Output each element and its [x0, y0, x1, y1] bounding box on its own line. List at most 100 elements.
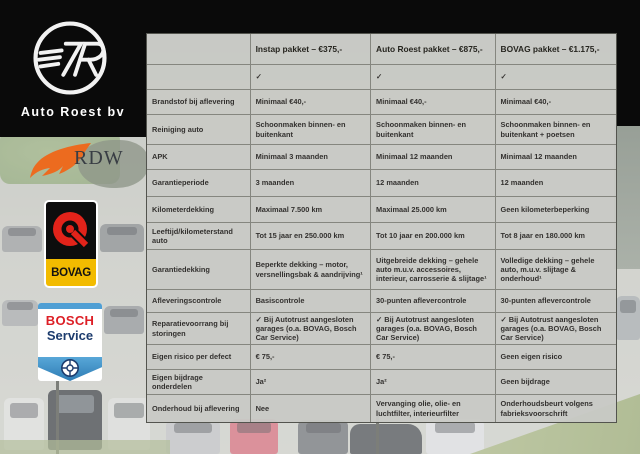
row-label: Leeftijd/kilometerstand auto — [147, 223, 251, 250]
table-cell: Geen kilometerbeperking — [495, 197, 616, 223]
parked-car-red — [230, 419, 278, 454]
row-label: Afleveringscontrole — [147, 290, 251, 313]
table-cell: Schoonmaken binnen- en buitenkant — [371, 115, 496, 145]
table-cell: 30-punten aflevercontrole — [495, 290, 616, 313]
row-label: Reparatievoorrang bij storingen — [147, 313, 251, 345]
table-cell: ✓ — [371, 65, 496, 90]
parked-car-gray — [298, 420, 348, 454]
row-label: Brandstof bij aflevering — [147, 90, 251, 115]
table-row: Garantieperiode 3 maanden 12 maanden 12 maa… — [147, 170, 616, 197]
table-cell: Minimaal €40,- — [495, 90, 616, 115]
table-row: APK Minimaal 3 maanden Minimaal 12 maanden… — [147, 145, 616, 170]
lamp-post — [56, 376, 59, 454]
table-cell: € 75,- — [250, 345, 372, 370]
table-cell: Tot 8 jaar en 180.000 km — [495, 223, 616, 250]
table-row: Afleveringscontrole Basiscontrole 30-punte… — [147, 290, 616, 313]
grass-bottom-left — [0, 440, 170, 454]
parked-car-dark — [350, 424, 422, 454]
table-cell: Beperkte dekking – motor, versnellingsba… — [250, 250, 372, 290]
table-cell: 12 maanden — [495, 170, 616, 197]
table-cell: 30-punten aflevercontrole — [371, 290, 496, 313]
table-cell: Geen bijdrage — [495, 370, 616, 395]
table-cell: Maximaal 7.500 km — [250, 197, 372, 223]
row-label — [147, 65, 251, 90]
row-label: APK — [147, 145, 251, 170]
table-row: Leeftijd/kilometerstand auto Tot 15 jaar … — [147, 223, 616, 250]
table-row: Reiniging auto Schoonmaken binnen- en bui… — [147, 115, 616, 145]
table-cell: 12 maanden — [371, 170, 496, 197]
rdw-wing-icon — [30, 143, 91, 178]
table-cell: ✓ — [495, 65, 616, 90]
right-black-bar — [616, 0, 640, 126]
table-cell: Uitgebreide dekking – gehele auto m.u.v.… — [371, 250, 496, 290]
table-cell: Tot 10 jaar en 200.000 km — [371, 223, 496, 250]
table-cell: Tot 15 jaar en 250.000 km — [250, 223, 372, 250]
lamp-post — [376, 410, 379, 454]
parked-van-white — [426, 419, 484, 454]
table-header-row: Instap pakket – €375,- Auto Roest pakket … — [147, 34, 616, 65]
bosch-armature-icon — [61, 359, 79, 377]
table-cell: Minimaal 12 maanden — [371, 145, 496, 170]
row-label: Kilometerdekking — [147, 197, 251, 223]
corner-cell — [147, 34, 251, 65]
table-row: Garantiedekking Beperkte dekking – motor,… — [147, 250, 616, 290]
bosch-top-bar — [38, 303, 102, 309]
table-cell: 3 maanden — [250, 170, 372, 197]
table-row: Eigen bijdrage onderdelen Ja² Ja² Geen bijd… — [147, 370, 616, 395]
parked-car-right — [616, 296, 640, 340]
rdw-label: RDW — [74, 147, 124, 169]
table-cell: Ja² — [371, 370, 496, 395]
column-header: Auto Roest pakket – €875,- — [371, 34, 496, 65]
auto-roest-logo-icon — [33, 21, 107, 95]
dealer-name: Auto Roest bv — [20, 105, 126, 119]
table-row: Onderhoud bij aflevering Nee Vervanging ol… — [147, 395, 616, 422]
table-cell: Volledige dekking – gehele auto, m.u.v. … — [495, 250, 616, 290]
parked-car — [104, 306, 144, 334]
table-cell: Nee — [251, 395, 372, 422]
table-row: Eigen risico per defect € 75,- € 75,- Geen … — [147, 345, 616, 370]
table-cell: ✓ Bij Autotrust aangesloten garages (o.a… — [250, 313, 372, 345]
parked-car — [100, 224, 144, 252]
table-cell: € 75,- — [371, 345, 496, 370]
table-row: Reparatievoorrang bij storingen ✓ Bij Aut… — [147, 313, 616, 345]
bosch-service-label: Service — [46, 328, 94, 343]
row-label: Onderhoud bij aflevering — [147, 395, 251, 422]
table-cell: Ja² — [250, 370, 372, 395]
table-cell: Minimaal €40,- — [371, 90, 496, 115]
top-black-bar — [146, 0, 640, 33]
table-cell: Maximaal 25.000 km — [371, 197, 496, 223]
table-cell: Minimaal 12 maanden — [495, 145, 616, 170]
table-cell: ✓ — [250, 65, 372, 90]
row-label: Garantieperiode — [147, 170, 251, 197]
table-cell: Schoonmaken binnen- en buitenkant + poet… — [495, 115, 616, 145]
table-row: Kilometerdekking Maximaal 7.500 km Maximaa… — [147, 197, 616, 223]
bovag-logo: BOVAG — [44, 200, 98, 288]
package-table: Instap pakket – €375,- Auto Roest pakket … — [146, 33, 617, 423]
row-label: Eigen risico per defect — [147, 345, 251, 370]
parked-car-silver — [166, 420, 220, 454]
table-cell: Minimaal 3 maanden — [250, 145, 372, 170]
rdw-logo: RDW — [22, 139, 144, 183]
bosch-label: BOSCH — [45, 313, 95, 328]
table-cell: Basiscontrole — [250, 290, 372, 313]
table-cell: ✓ Bij Autotrust aangesloten garages (o.a… — [371, 313, 496, 345]
bovag-emblem — [46, 202, 96, 259]
bovag-label: BOVAG — [46, 259, 96, 286]
parked-car — [2, 300, 38, 326]
row-label: Garantiedekking — [147, 250, 251, 290]
parked-car — [2, 226, 42, 252]
column-header: BOVAG pakket – €1.175,- — [495, 34, 616, 65]
row-label: Eigen bijdrage onderdelen — [147, 370, 251, 395]
table-cell: Onderhoudsbeurt volgens fabrieksvoorschr… — [500, 399, 593, 418]
table-cell: Schoonmaken binnen- en buitenkant — [250, 115, 372, 145]
table-cell: Minimaal €40,- — [250, 90, 372, 115]
tree-cluster — [78, 140, 148, 188]
row-label: Reiniging auto — [147, 115, 251, 145]
bosch-service-logo: BOSCH Service — [38, 303, 102, 381]
column-header: Instap pakket – €375,- — [250, 34, 372, 65]
table-cell: ✓ Bij Autotrust aangesloten garages (o.a… — [495, 313, 616, 345]
table-cell: Geen eigen risico — [495, 345, 616, 370]
bovag-icon — [53, 211, 91, 250]
table-row: Brandstof bij aflevering Minimaal €40,- Mi… — [147, 90, 616, 115]
table-row: ✓ ✓ ✓ — [147, 65, 616, 90]
